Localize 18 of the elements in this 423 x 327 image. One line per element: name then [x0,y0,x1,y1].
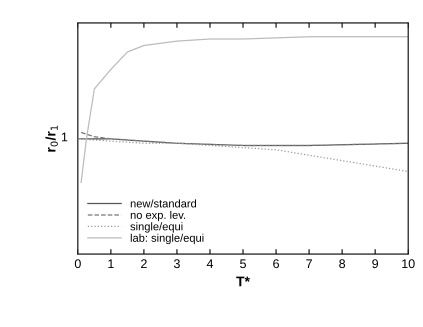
x-tick-label: 9 [372,259,378,268]
x-tick-label: 8 [339,259,346,268]
x-tick-label: 6 [273,259,279,268]
y-axis-title: r$_{0}$/r$_{1}$ [45,126,58,152]
x-axis-title: T* [236,276,250,286]
x-tick-label: 10 [402,259,415,268]
x-tick-label: 5 [240,259,246,268]
legend-label: lab: single/equi [130,234,204,244]
x-tick-label: 1 [108,259,114,268]
x-tick-label: 7 [306,259,312,268]
x-tick-label: 4 [206,259,214,268]
legend-label: no exp. lev. [130,210,186,222]
legend-label: single/equi [130,222,182,233]
legend-label: new/standard [130,199,196,208]
x-tick-label: 3 [174,259,180,268]
text: 1 [62,132,68,142]
x-tick-label: 2 [141,259,147,268]
x-tick-label: 0 [74,259,81,268]
